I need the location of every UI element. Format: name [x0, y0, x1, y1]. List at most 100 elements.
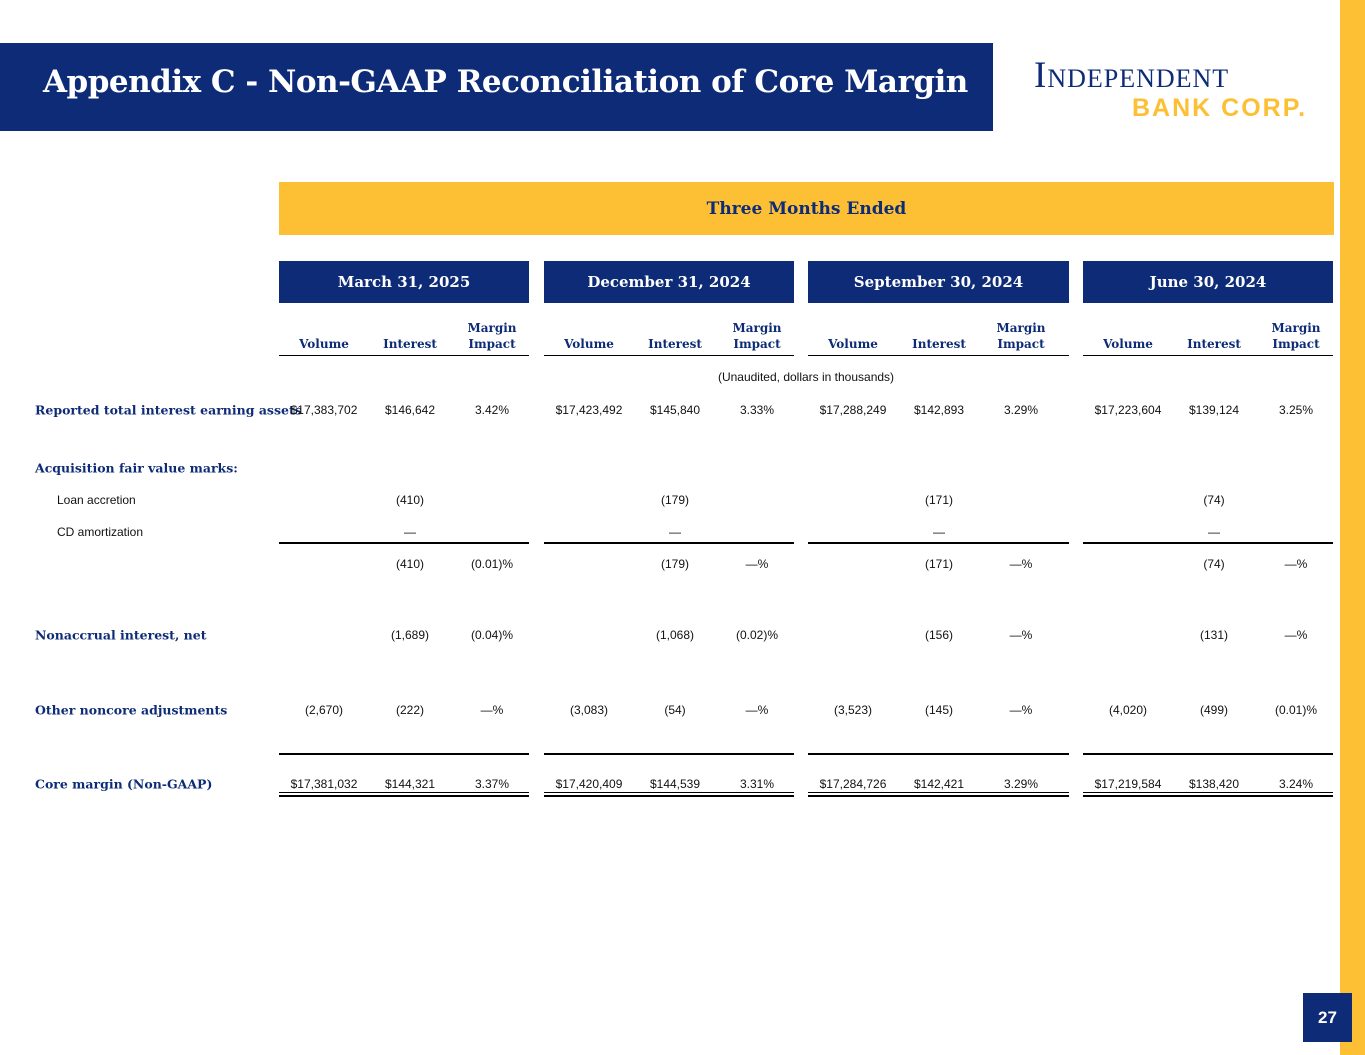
period-header: June 30, 2024 — [1083, 261, 1333, 303]
page-title: Appendix C - Non-GAAP Reconciliation of … — [43, 64, 968, 100]
page-number: 27 — [1303, 993, 1352, 1042]
margin-impact-cell: 3.25% — [1278, 403, 1314, 417]
volume-cell: $17,288,249 — [819, 403, 887, 417]
core-double-underline — [544, 795, 794, 797]
total-rule — [1083, 753, 1333, 755]
volume-cell: $17,284,726 — [819, 777, 887, 791]
interest-cell: (499) — [1199, 703, 1229, 717]
interest-cell: — — [404, 525, 416, 539]
column-header-margin-impact: Margin Impact — [732, 321, 782, 351]
interest-cell: (54) — [664, 703, 686, 717]
period-header: September 30, 2024 — [808, 261, 1069, 303]
core-underline — [279, 792, 529, 793]
interest-cell: (74) — [1203, 493, 1225, 507]
interest-cell: — — [933, 525, 945, 539]
core-underline — [1083, 792, 1333, 793]
period-header: March 31, 2025 — [279, 261, 529, 303]
row-label: Reported total interest earning assets — [35, 402, 302, 418]
margin-impact-cell: (0.01)% — [470, 557, 514, 571]
interest-cell: $146,642 — [384, 403, 436, 417]
volume-cell: (4,020) — [1108, 703, 1148, 717]
logo-independent: Independent — [1034, 55, 1230, 96]
row-label: Nonaccrual interest, net — [35, 627, 207, 643]
row-label: CD amortization — [57, 525, 144, 539]
margin-impact-cell: —% — [1009, 703, 1033, 717]
gold-side-bar — [1340, 0, 1365, 1055]
core-double-underline — [279, 795, 529, 797]
interest-cell: (171) — [924, 557, 954, 571]
column-header-interest: Interest — [648, 337, 702, 351]
volume-cell: (3,083) — [569, 703, 609, 717]
subtotal-rule — [1083, 542, 1333, 544]
margin-impact-cell: 3.33% — [739, 403, 775, 417]
total-rule — [808, 753, 1069, 755]
margin-impact-cell: 3.29% — [1003, 777, 1039, 791]
subtotal-rule — [544, 542, 794, 544]
header-rule — [279, 355, 529, 356]
three-months-ended-header: Three Months Ended — [279, 182, 1334, 235]
margin-impact-cell: 3.37% — [474, 777, 510, 791]
volume-cell: (2,670) — [304, 703, 344, 717]
interest-cell: (179) — [660, 493, 690, 507]
interest-cell: $145,840 — [649, 403, 701, 417]
column-header-volume: Volume — [564, 337, 614, 351]
row-label: Core margin (Non-GAAP) — [35, 776, 213, 792]
interest-cell: (156) — [924, 628, 954, 642]
interest-cell: (171) — [924, 493, 954, 507]
subtotal-rule — [808, 542, 1069, 544]
column-header-margin-impact: Margin Impact — [467, 321, 517, 351]
interest-cell: (179) — [660, 557, 690, 571]
logo-bank-corp: BANK CORP. — [1132, 94, 1308, 122]
interest-cell: (131) — [1199, 628, 1229, 642]
volume-cell: $17,420,409 — [555, 777, 623, 791]
margin-impact-cell: —% — [1009, 628, 1033, 642]
interest-cell: $139,124 — [1188, 403, 1240, 417]
interest-cell: $142,893 — [913, 403, 965, 417]
header-rule — [544, 355, 794, 356]
volume-cell: $17,383,702 — [290, 403, 358, 417]
margin-impact-cell: —% — [1284, 557, 1308, 571]
margin-impact-cell: —% — [745, 703, 769, 717]
column-header-margin-impact: Margin Impact — [1271, 321, 1321, 351]
column-header-margin-impact: Margin Impact — [996, 321, 1046, 351]
title-bar — [0, 43, 993, 131]
margin-impact-cell: 3.24% — [1278, 777, 1314, 791]
column-header-volume: Volume — [828, 337, 878, 351]
column-header-interest: Interest — [1187, 337, 1241, 351]
subtotal-rule — [279, 542, 529, 544]
interest-cell: (1,068) — [655, 628, 695, 642]
margin-impact-cell: —% — [1284, 628, 1308, 642]
row-label: Other noncore adjustments — [35, 702, 228, 718]
margin-impact-cell: 3.29% — [1003, 403, 1039, 417]
interest-cell: (410) — [395, 557, 425, 571]
margin-impact-cell: 3.31% — [739, 777, 775, 791]
column-header-volume: Volume — [1103, 337, 1153, 351]
volume-cell: (3,523) — [833, 703, 873, 717]
margin-impact-cell: (0.01)% — [1274, 703, 1318, 717]
period-header: December 31, 2024 — [544, 261, 794, 303]
core-underline — [808, 792, 1069, 793]
unaudited-note: (Unaudited, dollars in thousands) — [717, 370, 895, 384]
total-rule — [544, 753, 794, 755]
interest-cell: (145) — [924, 703, 954, 717]
row-label: Acquisition fair value marks: — [35, 460, 238, 476]
margin-impact-cell: (0.04)% — [470, 628, 514, 642]
volume-cell: $17,219,584 — [1094, 777, 1162, 791]
interest-cell: $144,539 — [649, 777, 701, 791]
interest-cell: — — [669, 525, 681, 539]
core-double-underline — [808, 795, 1069, 797]
volume-cell: $17,423,492 — [555, 403, 623, 417]
interest-cell: (222) — [395, 703, 425, 717]
column-header-interest: Interest — [912, 337, 966, 351]
margin-impact-cell: —% — [745, 557, 769, 571]
interest-cell: (410) — [395, 493, 425, 507]
volume-cell: $17,381,032 — [290, 777, 358, 791]
interest-cell: $142,421 — [913, 777, 965, 791]
interest-cell: (1,689) — [390, 628, 430, 642]
interest-cell: — — [1208, 525, 1220, 539]
margin-impact-cell: (0.02)% — [735, 628, 779, 642]
core-underline — [544, 792, 794, 793]
margin-impact-cell: —% — [1009, 557, 1033, 571]
interest-cell: (74) — [1203, 557, 1225, 571]
header-rule — [808, 355, 1069, 356]
